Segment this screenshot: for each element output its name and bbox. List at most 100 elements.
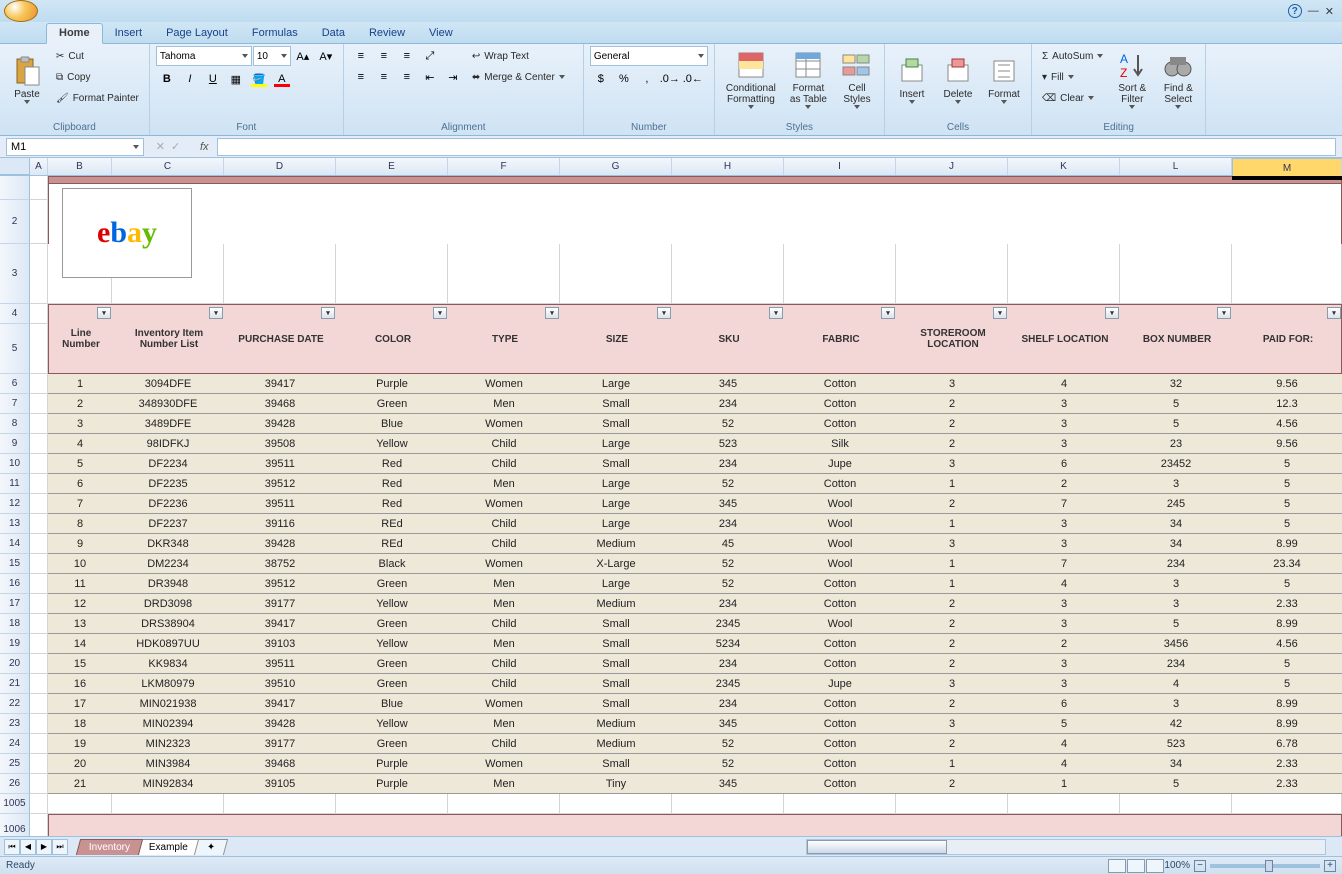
formula-input[interactable]	[217, 138, 1336, 156]
table-cell[interactable]: Child	[448, 434, 560, 453]
table-cell[interactable]: Cotton	[784, 414, 896, 433]
cut-button[interactable]: ✂Cut	[52, 46, 143, 66]
table-cell[interactable]: 1	[896, 554, 1008, 573]
table-cell[interactable]: Wool	[784, 514, 896, 533]
table-cell[interactable]: Blue	[336, 694, 448, 713]
find-select-button[interactable]: Find & Select	[1157, 46, 1199, 112]
table-cell[interactable]: Blue	[336, 414, 448, 433]
cell-styles-button[interactable]: Cell Styles	[836, 46, 878, 112]
filter-button[interactable]: ▾	[209, 307, 223, 319]
shrink-font-button[interactable]: A▾	[315, 46, 337, 66]
row-head[interactable]: 16	[0, 574, 30, 594]
table-cell[interactable]: Green	[336, 394, 448, 413]
font-name-select[interactable]: Tahoma	[156, 46, 252, 66]
table-cell[interactable]: Wool	[784, 614, 896, 633]
merge-center-button[interactable]: ⬌Merge & Center	[468, 67, 569, 87]
table-cell[interactable]: 3	[1008, 654, 1120, 673]
table-cell[interactable]: 3	[896, 534, 1008, 553]
table-cell[interactable]: Green	[336, 674, 448, 693]
table-cell[interactable]: Large	[560, 494, 672, 513]
table-cell[interactable]: 23.34	[1232, 554, 1342, 573]
table-cell[interactable]: 34	[1120, 514, 1232, 533]
sheet-nav-last[interactable]: ⏭	[52, 839, 68, 855]
table-cell[interactable]: 523	[1120, 734, 1232, 753]
table-cell[interactable]: DF2234	[112, 454, 224, 473]
row-head[interactable]: 15	[0, 554, 30, 574]
table-cell[interactable]: 348930DFE	[112, 394, 224, 413]
inc-indent-button[interactable]: ⇥	[442, 67, 464, 87]
table-cell[interactable]: 2	[896, 734, 1008, 753]
filter-button[interactable]: ▾	[881, 307, 895, 319]
format-painter-button[interactable]: 🖌Format Painter	[52, 88, 143, 108]
row-head[interactable]: 26	[0, 774, 30, 794]
table-cell[interactable]: Medium	[560, 734, 672, 753]
table-cell[interactable]: 34	[1120, 754, 1232, 773]
sheet-nav-prev[interactable]: ◀	[20, 839, 36, 855]
table-cell[interactable]: 3	[896, 374, 1008, 393]
table-cell[interactable]: 1	[48, 374, 112, 393]
table-cell[interactable]: Medium	[560, 594, 672, 613]
table-cell[interactable]: 2	[896, 394, 1008, 413]
table-cell[interactable]: DRS38904	[112, 614, 224, 633]
inc-decimal-button[interactable]: .0→	[659, 69, 681, 89]
table-cell[interactable]: 5	[1232, 494, 1342, 513]
table-cell[interactable]: Red	[336, 494, 448, 513]
table-cell[interactable]: Cotton	[784, 734, 896, 753]
table-cell[interactable]: DF2235	[112, 474, 224, 493]
table-cell[interactable]: Women	[448, 694, 560, 713]
table-cell[interactable]: 234	[672, 594, 784, 613]
row-head[interactable]: 14	[0, 534, 30, 554]
table-cell[interactable]: Medium	[560, 534, 672, 553]
table-cell[interactable]: 39177	[224, 594, 336, 613]
table-cell[interactable]: Men	[448, 634, 560, 653]
border-button[interactable]: ▦	[225, 69, 247, 89]
table-cell[interactable]: 5	[1232, 674, 1342, 693]
table-cell[interactable]: 8	[48, 514, 112, 533]
table-cell[interactable]: 12	[48, 594, 112, 613]
table-cell[interactable]: Women	[448, 494, 560, 513]
table-cell[interactable]: Child	[448, 514, 560, 533]
table-cell[interactable]: REd	[336, 534, 448, 553]
table-cell[interactable]: 2	[896, 494, 1008, 513]
table-cell[interactable]: 234	[1120, 654, 1232, 673]
currency-button[interactable]: $	[590, 69, 612, 89]
table-cell[interactable]: Child	[448, 674, 560, 693]
row-head[interactable]	[0, 176, 30, 200]
table-cell[interactable]: 9.56	[1232, 374, 1342, 393]
table-cell[interactable]: Red	[336, 474, 448, 493]
copy-button[interactable]: ⧉Copy	[52, 67, 143, 87]
office-button[interactable]	[4, 0, 38, 22]
table-cell[interactable]: Cotton	[784, 714, 896, 733]
row-head[interactable]: 5	[0, 324, 30, 374]
align-left-button[interactable]: ≡	[350, 67, 372, 87]
table-cell[interactable]: 3	[1008, 394, 1120, 413]
table-cell[interactable]: Cotton	[784, 654, 896, 673]
table-cell[interactable]: Large	[560, 474, 672, 493]
paste-button[interactable]: Paste	[6, 46, 48, 112]
align-bottom-button[interactable]: ≡	[396, 46, 418, 66]
table-cell[interactable]: Small	[560, 614, 672, 633]
sheet-tab-example[interactable]: Example	[136, 839, 201, 855]
table-cell[interactable]: 234	[672, 454, 784, 473]
table-cell[interactable]: 39417	[224, 694, 336, 713]
table-cell[interactable]: 234	[672, 394, 784, 413]
table-cell[interactable]: Child	[448, 454, 560, 473]
table-cell[interactable]: Tiny	[560, 774, 672, 793]
table-cell[interactable]: 3456	[1120, 634, 1232, 653]
table-cell[interactable]: 3	[896, 674, 1008, 693]
row-head[interactable]: 7	[0, 394, 30, 414]
table-cell[interactable]: Child	[448, 654, 560, 673]
horizontal-scrollbar[interactable]	[806, 839, 1326, 855]
row-head[interactable]: 10	[0, 454, 30, 474]
name-box[interactable]: M1	[6, 138, 144, 156]
table-cell[interactable]: 4	[1008, 754, 1120, 773]
table-cell[interactable]: Red	[336, 454, 448, 473]
select-all-corner[interactable]	[0, 158, 30, 175]
align-center-button[interactable]: ≡	[373, 67, 395, 87]
table-cell[interactable]: 2345	[672, 614, 784, 633]
row-head[interactable]: 2	[0, 200, 30, 244]
ribbon-tab-view[interactable]: View	[417, 24, 465, 43]
ribbon-tab-data[interactable]: Data	[310, 24, 357, 43]
table-cell[interactable]: Large	[560, 374, 672, 393]
table-cell[interactable]: 234	[1120, 554, 1232, 573]
